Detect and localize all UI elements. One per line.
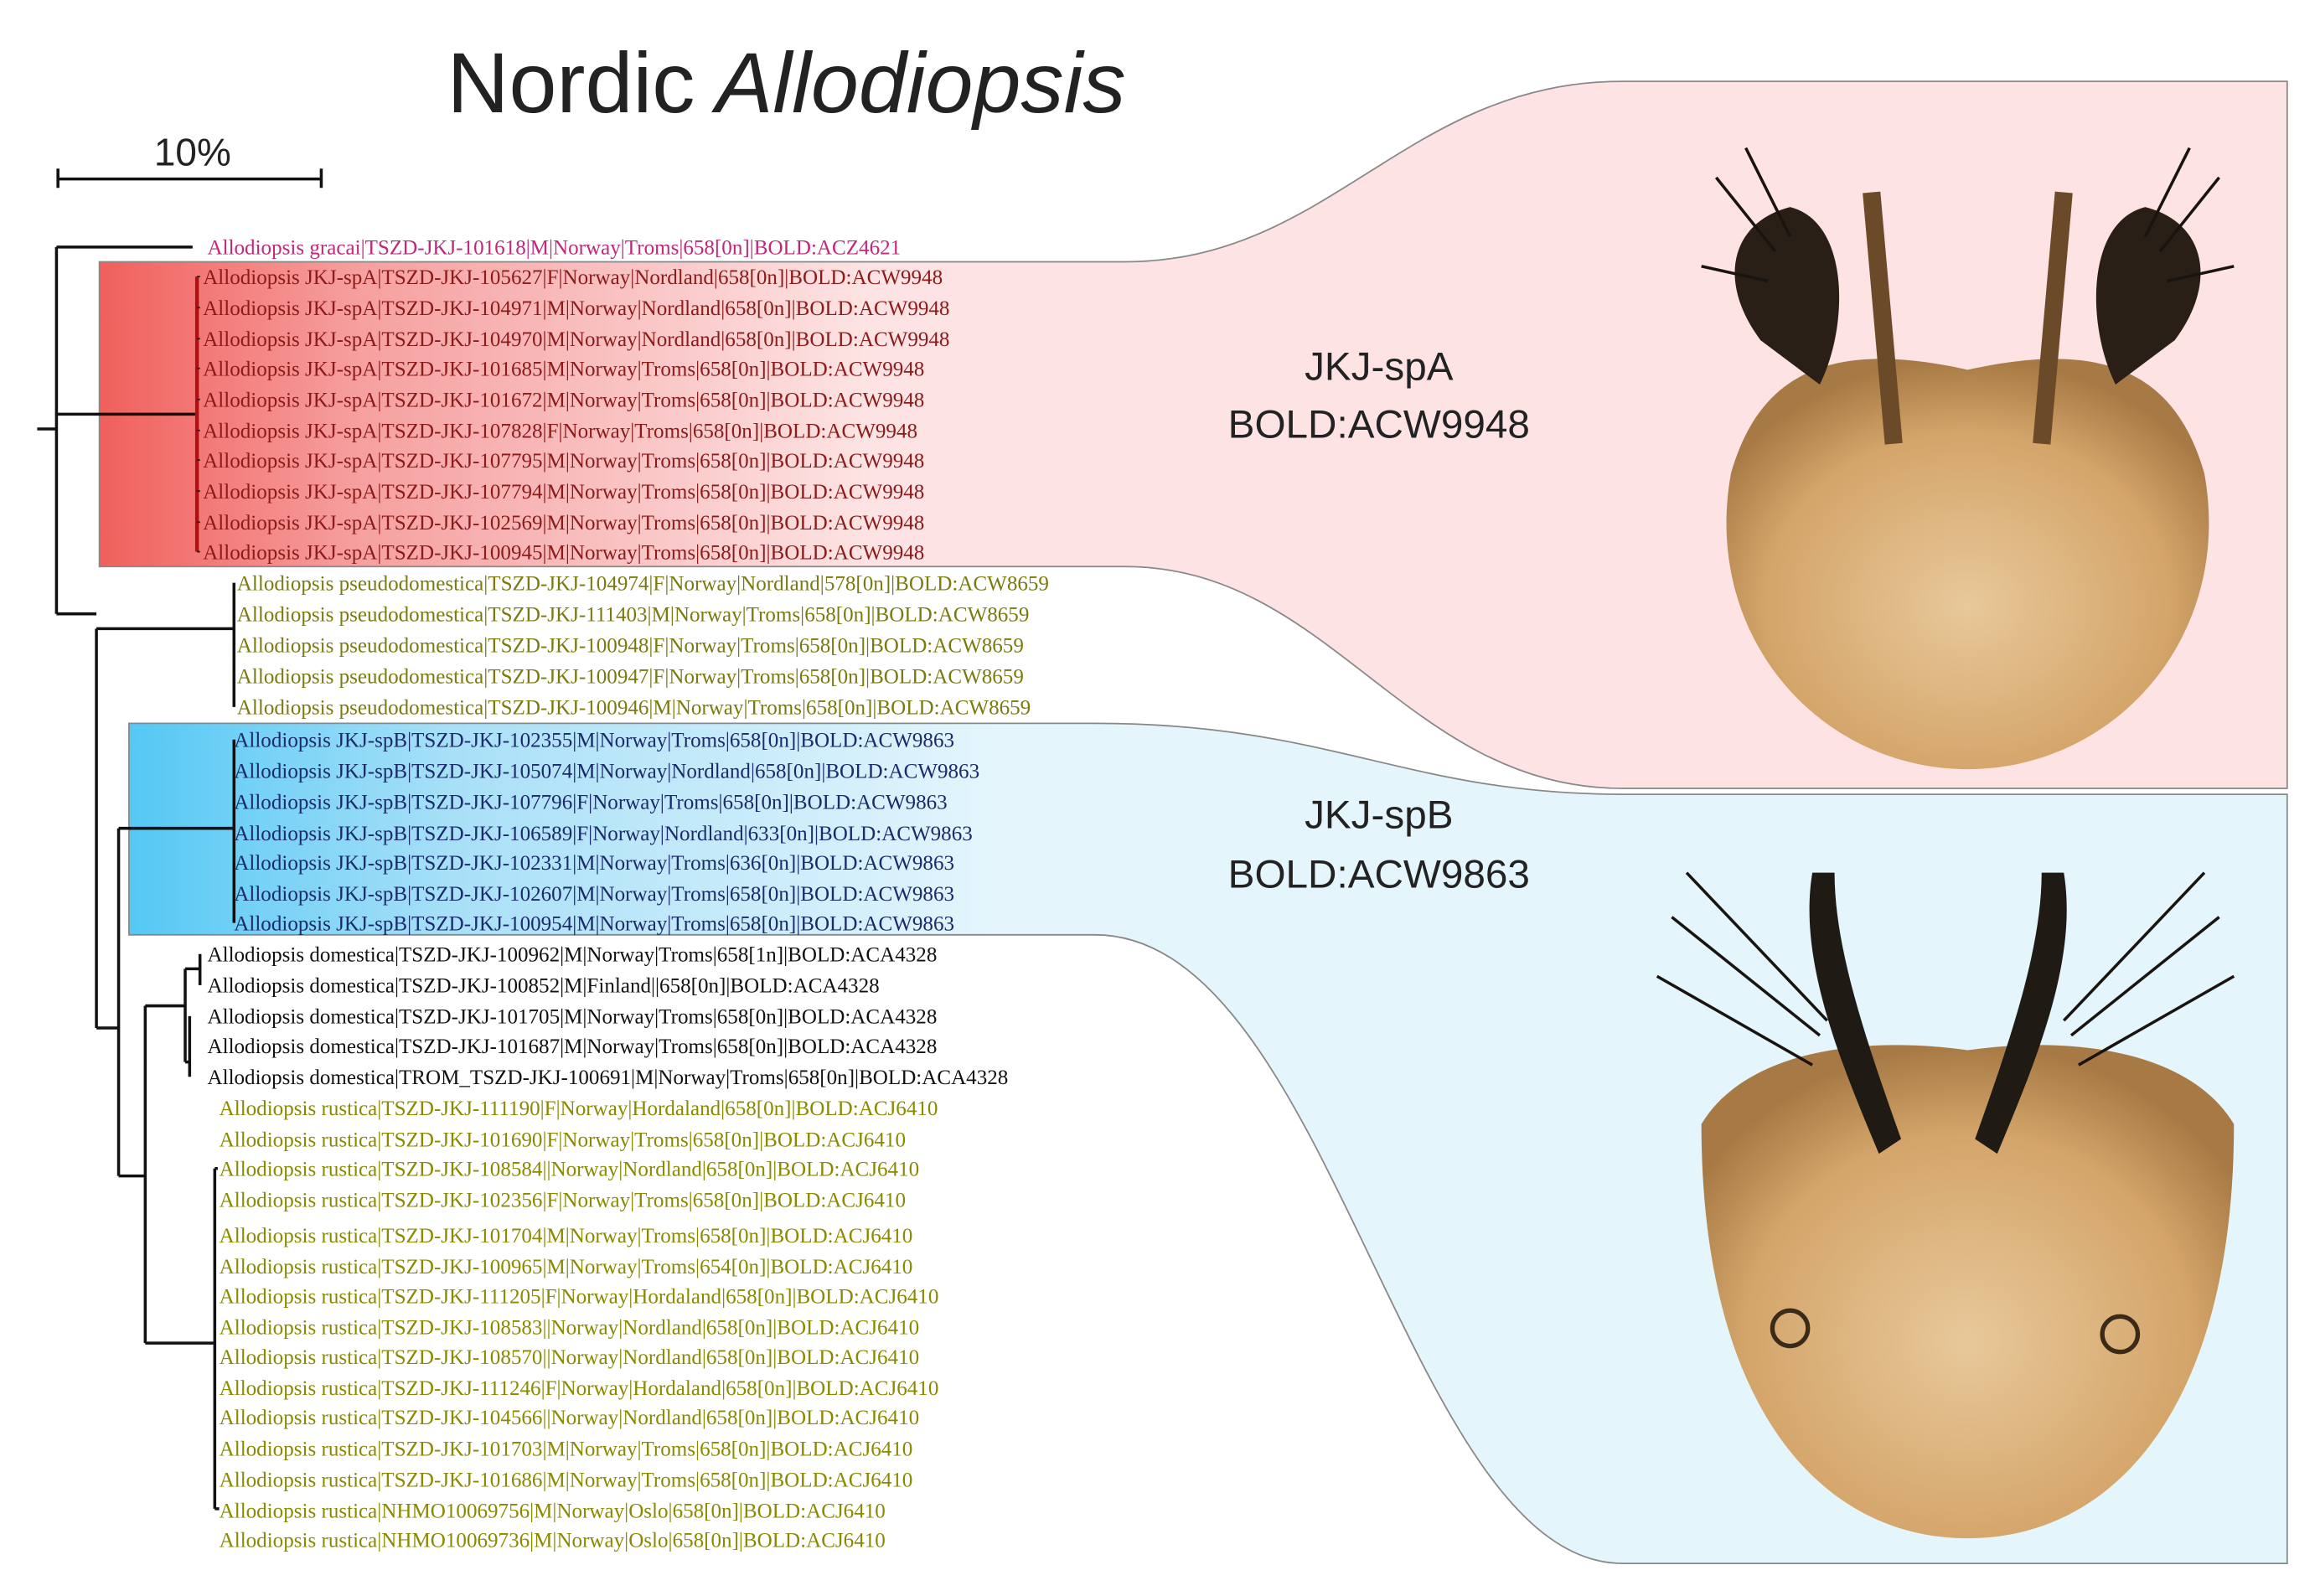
title-italic: Allodiopsis	[710, 34, 1125, 131]
leaf-label: Allodiopsis rustica|TSZD-JKJ-104566||Nor…	[220, 1407, 920, 1429]
leaf-label: Allodiopsis rustica|TSZD-JKJ-101704|M|No…	[220, 1225, 913, 1247]
leaf-label: Allodiopsis JKJ-spB|TSZD-JKJ-107796|F|No…	[234, 792, 947, 814]
leaf-label: Allodiopsis rustica|TSZD-JKJ-111190|F|No…	[220, 1098, 938, 1120]
leaf-label: Allodiopsis JKJ-spA|TSZD-JKJ-104971|M|No…	[203, 297, 949, 320]
leaf-label: Allodiopsis JKJ-spA|TSZD-JKJ-100945|M|No…	[203, 541, 924, 564]
leaf-label: Allodiopsis rustica|NHMO10069736|M|Norwa…	[220, 1530, 886, 1552]
leaf-label: Allodiopsis JKJ-spA|TSZD-JKJ-104970|M|No…	[203, 328, 949, 351]
leaf-label: Allodiopsis JKJ-spA|TSZD-JKJ-102569|M|No…	[203, 512, 924, 535]
clade-name: JKJ-spB	[1305, 793, 1453, 838]
specimen-photo-a	[1701, 147, 2235, 770]
leaf-label: Allodiopsis rustica|TSZD-JKJ-101690|F|No…	[220, 1129, 906, 1151]
leaf-label: Allodiopsis rustica|TSZD-JKJ-100965|M|No…	[220, 1256, 913, 1278]
leaf-label: Allodiopsis JKJ-spA|TSZD-JKJ-105627|F|No…	[203, 266, 943, 289]
leaf-label: Allodiopsis pseudodomestica|TSZD-JKJ-111…	[237, 604, 1030, 627]
leaf-label: Allodiopsis pseudodomestica|TSZD-JKJ-100…	[237, 666, 1024, 689]
specimen-photo-b	[1656, 871, 2235, 1539]
leaf-label: Allodiopsis domestica|TSZD-JKJ-101705|M|…	[208, 1006, 938, 1029]
leaf-label: Allodiopsis rustica|TSZD-JKJ-111246|F|No…	[220, 1377, 939, 1400]
leaf-label: Allodiopsis rustica|TSZD-JKJ-102356|F|No…	[220, 1190, 906, 1212]
title-plain: Nordic	[447, 34, 695, 131]
leaf-label: Allodiopsis pseudodomestica|TSZD-JKJ-100…	[237, 697, 1031, 720]
clade-bin: BOLD:ACW9948	[1228, 403, 1530, 447]
clade-bin: BOLD:ACW9863	[1228, 852, 1530, 896]
leaf-label: Allodiopsis JKJ-spB|TSZD-JKJ-102331|M|No…	[234, 852, 954, 875]
leaf-label: Allodiopsis JKJ-spA|TSZD-JKJ-107794|M|No…	[203, 481, 924, 504]
scale-bar	[56, 168, 323, 189]
leaf-label: Allodiopsis JKJ-spB|TSZD-JKJ-105074|M|No…	[234, 761, 979, 783]
leaf-label: Allodiopsis rustica|TSZD-JKJ-108584||Nor…	[220, 1159, 920, 1181]
leaf-label: Allodiopsis rustica|TSZD-JKJ-101686|M|No…	[220, 1469, 913, 1491]
scale-label: 10%	[154, 131, 231, 174]
leaf-label: Allodiopsis JKJ-spA|TSZD-JKJ-101685|M|No…	[203, 358, 924, 380]
leaf-label: Allodiopsis gracai|TSZD-JKJ-101618|M|Nor…	[208, 237, 902, 260]
leaf-label: Allodiopsis JKJ-spB|TSZD-JKJ-102607|M|No…	[234, 883, 954, 906]
tree-branches	[37, 245, 236, 1511]
leaf-label: Allodiopsis JKJ-spA|TSZD-JKJ-107828|F|No…	[203, 421, 917, 443]
leaf-label: Allodiopsis rustica|TSZD-JKJ-108570||Nor…	[220, 1346, 920, 1369]
leaf-label: Allodiopsis domestica|TSZD-JKJ-100852|M|…	[208, 975, 880, 998]
clade-name: JKJ-spA	[1305, 345, 1454, 390]
leaf-label: Allodiopsis rustica|TSZD-JKJ-111205|F|No…	[220, 1285, 939, 1308]
leaf-label: Allodiopsis rustica|TSZD-JKJ-108583||Nor…	[220, 1317, 920, 1340]
leaf-label: Allodiopsis rustica|NHMO10069756|M|Norwa…	[220, 1500, 886, 1522]
title: Nordic Allodiopsis	[447, 34, 1126, 131]
leaf-label: Allodiopsis JKJ-spA|TSZD-JKJ-107795|M|No…	[203, 450, 924, 473]
leaf-label: Allodiopsis pseudodomestica|TSZD-JKJ-104…	[237, 572, 1049, 595]
leaf-label: Allodiopsis JKJ-spB|TSZD-JKJ-106589|F|No…	[234, 823, 973, 845]
leaf-label: Allodiopsis domestica|TSZD-JKJ-100962|M|…	[208, 944, 938, 967]
leaf-label: Allodiopsis domestica|TSZD-JKJ-101687|M|…	[208, 1036, 938, 1058]
leaf-label: Allodiopsis rustica|TSZD-JKJ-101703|M|No…	[220, 1438, 913, 1460]
leaf-label: Allodiopsis domestica|TROM_TSZD-JKJ-1006…	[208, 1067, 1009, 1089]
leaf-label: Allodiopsis pseudodomestica|TSZD-JKJ-100…	[237, 635, 1024, 658]
leaf-label: Allodiopsis JKJ-spB|TSZD-JKJ-102355|M|No…	[234, 730, 954, 752]
leaf-label: Allodiopsis JKJ-spA|TSZD-JKJ-101672|M|No…	[203, 390, 924, 412]
leaf-label: Allodiopsis JKJ-spB|TSZD-JKJ-100954|M|No…	[234, 913, 954, 936]
